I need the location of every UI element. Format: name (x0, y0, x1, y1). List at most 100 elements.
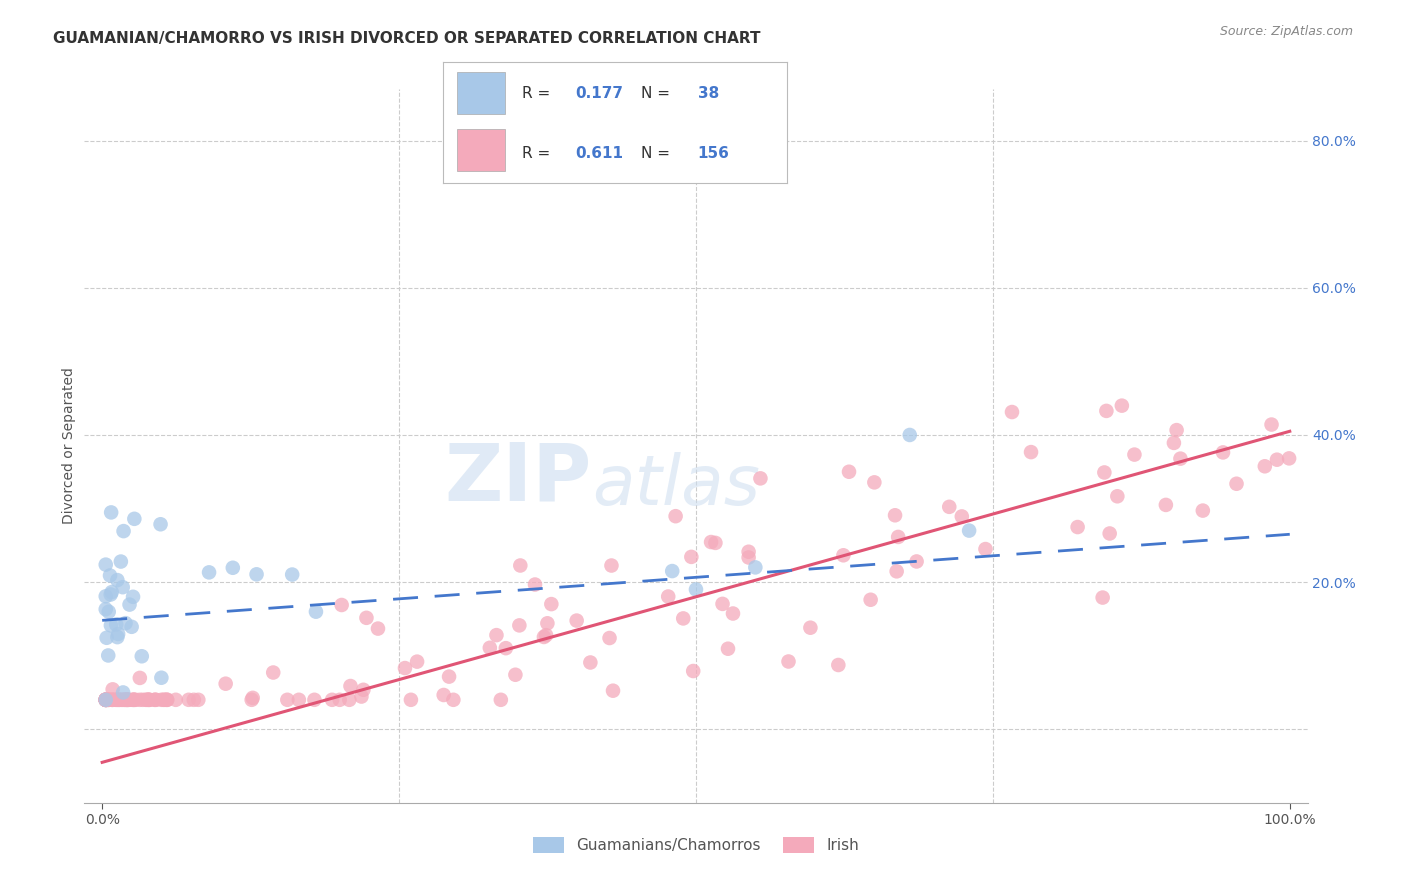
Point (478, 640, 501, 655)
Point (245, 567, 267, 582)
Point (886, 565, 908, 579)
Point (128, 693, 150, 707)
Point (101, 682, 124, 697)
Point (105, 630, 128, 644)
Point (337, 693, 360, 707)
Text: R =: R = (522, 86, 555, 101)
Point (97, 693, 120, 707)
Point (352, 682, 374, 697)
Text: 38: 38 (697, 86, 718, 101)
Point (125, 693, 148, 707)
Point (111, 693, 134, 707)
Point (1154, 498, 1177, 512)
Point (508, 618, 530, 632)
Point (94, 693, 117, 707)
Point (737, 545, 759, 559)
Point (94, 693, 117, 707)
Point (183, 693, 205, 707)
Point (579, 656, 602, 670)
Point (97, 693, 120, 707)
Point (838, 465, 860, 479)
Point (94, 693, 117, 707)
Point (136, 693, 159, 707)
Point (524, 577, 547, 591)
Point (136, 693, 159, 707)
Point (1163, 436, 1185, 450)
Point (94, 693, 117, 707)
Point (1066, 520, 1088, 534)
Point (100, 585, 122, 599)
Point (495, 641, 517, 656)
Text: 0.177: 0.177 (575, 86, 623, 101)
Point (94, 558, 117, 572)
Point (156, 693, 179, 707)
Point (534, 628, 557, 642)
Point (143, 693, 166, 707)
Point (1225, 476, 1247, 491)
Point (112, 524, 135, 538)
Point (152, 693, 174, 707)
Point (565, 614, 588, 628)
Point (1095, 404, 1118, 418)
Point (700, 535, 723, 549)
Point (1019, 445, 1042, 459)
Point (117, 693, 139, 707)
Point (187, 693, 209, 707)
Point (98, 568, 121, 582)
Point (974, 542, 997, 557)
Point (1170, 451, 1192, 466)
Point (721, 607, 744, 621)
Point (96, 693, 118, 707)
Point (110, 555, 132, 569)
Legend: Guamanians/Chamorros, Irish: Guamanians/Chamorros, Irish (527, 831, 865, 859)
Point (536, 616, 558, 631)
Point (101, 693, 124, 707)
Point (437, 670, 460, 684)
Point (406, 655, 429, 669)
Point (117, 693, 139, 707)
Point (685, 582, 707, 597)
Point (505, 667, 527, 681)
Point (863, 475, 886, 490)
Point (717, 641, 740, 656)
Y-axis label: Divorced or Separated: Divorced or Separated (62, 368, 76, 524)
Point (105, 617, 128, 632)
Point (105, 693, 128, 707)
Point (681, 549, 703, 564)
Point (135, 693, 157, 707)
Point (108, 693, 131, 707)
Point (150, 693, 173, 707)
Point (749, 471, 772, 485)
Point (118, 693, 141, 707)
Point (433, 688, 456, 702)
Point (115, 693, 138, 707)
Point (600, 558, 623, 573)
Point (145, 693, 167, 707)
Point (1166, 423, 1188, 437)
Point (111, 580, 134, 594)
Point (112, 685, 135, 699)
Point (101, 693, 124, 707)
Point (489, 693, 512, 707)
Point (288, 693, 311, 707)
Point (778, 655, 800, 669)
Text: 156: 156 (697, 146, 730, 161)
Point (485, 628, 508, 642)
Point (131, 649, 153, 664)
Point (96, 693, 118, 707)
Point (131, 693, 153, 707)
Point (1123, 448, 1146, 462)
Point (304, 693, 326, 707)
Point (657, 590, 679, 604)
Point (737, 550, 759, 565)
Point (1278, 451, 1301, 466)
Point (262, 665, 284, 680)
Point (329, 693, 352, 707)
Point (884, 508, 907, 523)
Point (117, 693, 139, 707)
Point (321, 693, 343, 707)
Point (682, 664, 704, 678)
Text: N =: N = (641, 86, 675, 101)
Point (711, 597, 734, 611)
Point (672, 611, 695, 625)
